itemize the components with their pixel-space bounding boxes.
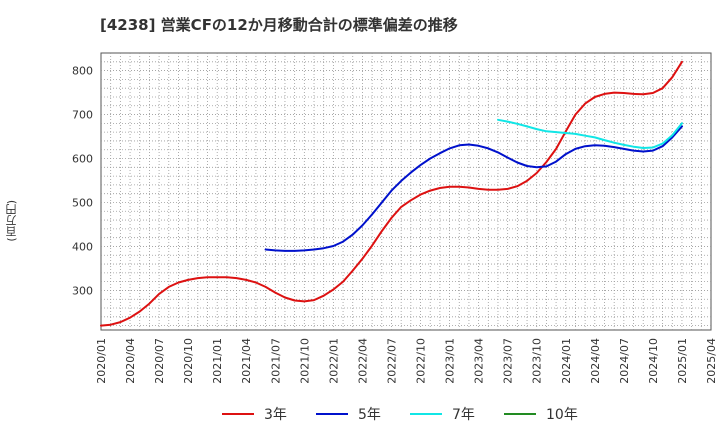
y-tick-label: 700 <box>72 109 93 122</box>
series-line-3年 <box>100 60 683 327</box>
x-tick-label: 2020/04 <box>124 338 137 384</box>
x-tick-label: 2024/04 <box>589 338 602 384</box>
x-tick-label: 2022/10 <box>415 338 428 384</box>
plot-area <box>100 52 712 331</box>
chart-title: [4238] 営業CFの12か月移動合計の標準偏差の推移 <box>100 16 458 34</box>
x-tick-label: 2024/07 <box>618 338 631 384</box>
x-tick-label: 2023/07 <box>502 338 515 384</box>
legend-label: 10年 <box>546 407 578 423</box>
y-tick-label: 300 <box>72 284 93 297</box>
x-tick-label: 2022/04 <box>356 338 369 384</box>
x-tick-label: 2021/07 <box>269 338 282 384</box>
x-tick-label: 2020/01 <box>95 338 108 384</box>
axes: 300 400 500 600 700 800 2020/01 2020/04 2020/07 2… <box>72 65 718 384</box>
legend: 3年 5年 7年 10年 <box>222 407 578 423</box>
x-tick-label: 2023/10 <box>531 338 544 384</box>
legend-label: 7年 <box>452 407 475 423</box>
series-line-5年 <box>264 125 683 252</box>
y-tick-label: 400 <box>72 240 93 253</box>
legend-label: 3年 <box>264 407 287 423</box>
x-tick-label: 2025/04 <box>705 338 718 384</box>
series-line-7年 <box>497 118 683 149</box>
x-tick-label: 2021/10 <box>298 338 311 384</box>
x-tick-label: 2022/07 <box>385 338 398 384</box>
x-tick-label: 2023/01 <box>444 338 457 384</box>
y-tick-label: 800 <box>72 65 93 78</box>
x-tick-label: 2023/04 <box>473 338 486 384</box>
x-tick-label: 2022/01 <box>327 338 340 384</box>
legend-label: 5年 <box>358 407 381 423</box>
series-lines <box>100 60 683 327</box>
x-tick-label: 2021/04 <box>240 338 253 384</box>
x-tick-label: 2024/10 <box>647 338 660 384</box>
x-tick-label: 2021/01 <box>211 338 224 384</box>
y-tick-label: 500 <box>72 196 93 209</box>
x-tick-label: 2025/01 <box>676 338 689 384</box>
x-tick-label: 2020/07 <box>153 338 166 384</box>
y-tick-label: 600 <box>72 153 93 166</box>
x-tick-label: 2020/10 <box>182 338 195 384</box>
x-tick-label: 2024/01 <box>560 338 573 384</box>
